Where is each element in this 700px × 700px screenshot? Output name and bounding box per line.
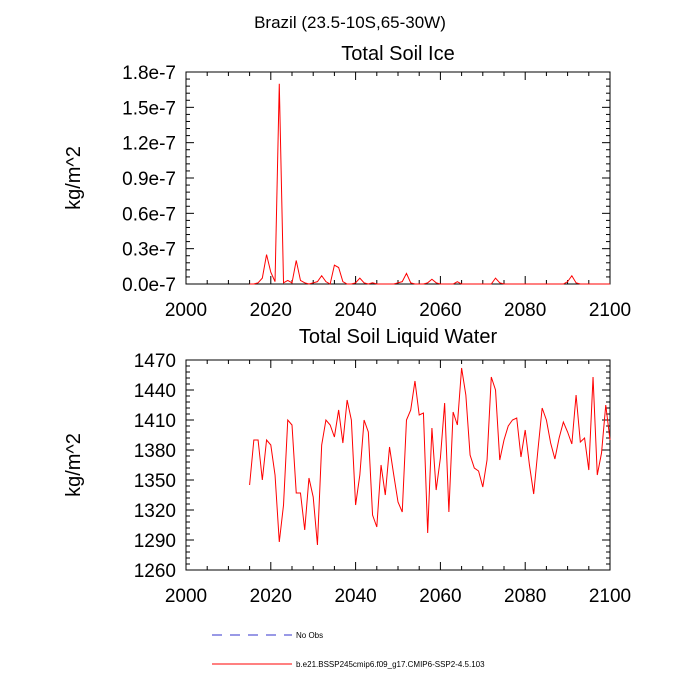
y-axis-label: kg/m^2: [63, 433, 85, 497]
y-tick-label: 0.9e-7: [122, 169, 176, 190]
y-tick-label: 1.8e-7: [122, 63, 176, 84]
x-tick-label: 2020: [250, 300, 292, 321]
chart-title: Total Soil Ice: [341, 43, 454, 65]
legend-label: No Obs: [296, 631, 323, 640]
chart-panel-0: Total Soil Ice 2000 2020 2040 2060 2080 2100 0.…: [63, 43, 631, 321]
y-tick-label: 1470: [134, 351, 176, 372]
y-tick-label: 1290: [134, 531, 176, 552]
chart-panels: Total Soil Ice 2000 2020 2040 2060 2080 2100 0.…: [63, 43, 631, 607]
y-axis-label: kg/m^2: [63, 146, 85, 210]
x-tick-label: 2000: [165, 586, 207, 607]
x-tick-label: 2080: [504, 586, 546, 607]
y-tick-label: 0.0e-7: [122, 275, 176, 296]
y-tick-label: 1440: [134, 381, 176, 402]
x-tick-label: 2000: [165, 300, 207, 321]
y-tick-label: 1260: [134, 561, 176, 582]
x-tick-label: 2100: [589, 586, 631, 607]
plot-frame: [185, 71, 611, 285]
chart-panel-1: Total Soil Liquid Water 2000 2020 2040 2060 2…: [63, 326, 631, 607]
y-tick-label: 1320: [134, 501, 176, 522]
y-tick-label: 1380: [134, 441, 176, 462]
series-line: [249, 83, 610, 285]
x-tick-label: 2100: [589, 300, 631, 321]
legend-label: b.e21.BSSP245cmip6.f09_g17.CMIP6-SSP2-4.…: [296, 660, 485, 669]
x-tick-label: 2020: [250, 586, 292, 607]
chart-title: Total Soil Liquid Water: [299, 326, 498, 348]
plot-frame: [185, 359, 611, 571]
y-tick-label: 1.2e-7: [122, 134, 176, 155]
x-tick-label: 2060: [419, 586, 461, 607]
series-line: [249, 367, 611, 546]
legend: No Obs b.e21.BSSP245cmip6.f09_g17.CMIP6-S…: [212, 631, 485, 669]
y-tick-label: 0.6e-7: [122, 204, 176, 225]
y-tick-label: 0.3e-7: [122, 240, 176, 261]
x-tick-label: 2040: [334, 300, 376, 321]
y-tick-label: 1.5e-7: [122, 98, 176, 119]
x-tick-label: 2040: [334, 586, 376, 607]
x-tick-label: 2060: [419, 300, 461, 321]
figure-title: Brazil (23.5-10S,65-30W): [254, 13, 446, 32]
y-tick-label: 1410: [134, 411, 176, 432]
y-tick-label: 1350: [134, 471, 176, 492]
x-tick-label: 2080: [504, 300, 546, 321]
